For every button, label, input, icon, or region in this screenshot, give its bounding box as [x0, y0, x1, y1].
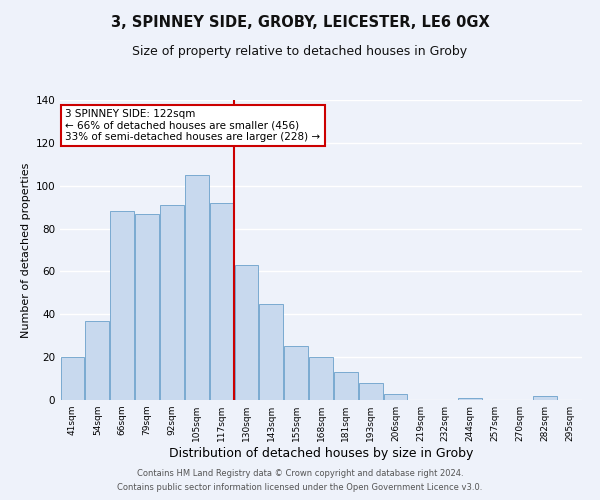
Bar	[458, 398, 482, 400]
Bar	[334, 372, 358, 400]
Y-axis label: Number of detached properties: Number of detached properties	[21, 162, 31, 338]
Bar	[85, 320, 109, 400]
Bar	[160, 205, 184, 400]
Bar	[135, 214, 159, 400]
Text: Size of property relative to detached houses in Groby: Size of property relative to detached ho…	[133, 45, 467, 58]
Bar	[259, 304, 283, 400]
X-axis label: Distribution of detached houses by size in Groby: Distribution of detached houses by size …	[169, 447, 473, 460]
Bar	[533, 396, 557, 400]
Bar	[235, 265, 258, 400]
Bar	[185, 175, 209, 400]
Bar	[110, 212, 134, 400]
Bar	[384, 394, 407, 400]
Bar	[61, 357, 84, 400]
Bar	[359, 383, 383, 400]
Text: Contains HM Land Registry data © Crown copyright and database right 2024.: Contains HM Land Registry data © Crown c…	[137, 468, 463, 477]
Bar	[210, 203, 233, 400]
Text: 3 SPINNEY SIDE: 122sqm
← 66% of detached houses are smaller (456)
33% of semi-de: 3 SPINNEY SIDE: 122sqm ← 66% of detached…	[65, 109, 320, 142]
Bar	[309, 357, 333, 400]
Text: 3, SPINNEY SIDE, GROBY, LEICESTER, LE6 0GX: 3, SPINNEY SIDE, GROBY, LEICESTER, LE6 0…	[110, 15, 490, 30]
Text: Contains public sector information licensed under the Open Government Licence v3: Contains public sector information licen…	[118, 484, 482, 492]
Bar	[284, 346, 308, 400]
